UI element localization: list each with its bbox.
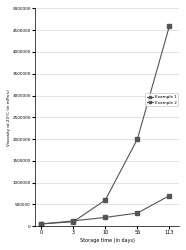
Example 2 bbox=[168, 194, 171, 197]
Example 1 bbox=[40, 222, 42, 226]
Example 1 bbox=[72, 220, 74, 223]
Y-axis label: Viscosity at 23°C (in mPa·s): Viscosity at 23°C (in mPa·s) bbox=[7, 89, 11, 146]
Example 2 bbox=[40, 222, 42, 226]
Line: Example 2: Example 2 bbox=[40, 194, 171, 226]
Legend: Example 1, Example 2: Example 1, Example 2 bbox=[145, 93, 178, 106]
X-axis label: Storage time (in days): Storage time (in days) bbox=[80, 238, 134, 243]
Example 2 bbox=[72, 220, 74, 222]
Line: Example 1: Example 1 bbox=[40, 24, 171, 226]
Example 1 bbox=[104, 198, 106, 202]
Example 2 bbox=[136, 212, 139, 214]
Example 1 bbox=[136, 138, 139, 140]
Example 2 bbox=[104, 216, 106, 219]
Example 1 bbox=[168, 24, 171, 27]
